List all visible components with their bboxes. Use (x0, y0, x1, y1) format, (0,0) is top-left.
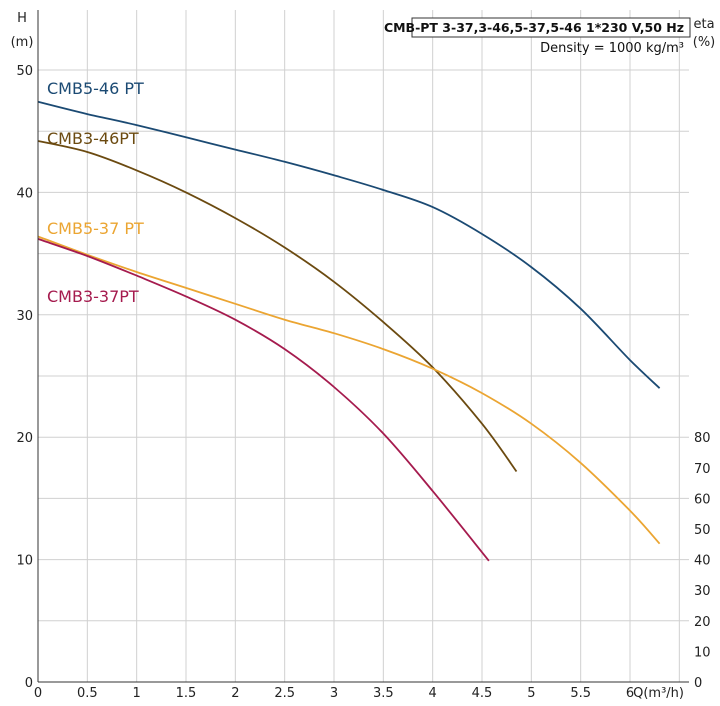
right-tick-label: 30 (694, 584, 711, 599)
grid (38, 10, 689, 682)
y-tick-label: 10 (16, 554, 33, 569)
title-box (411, 17, 691, 38)
right-tick-label: 20 (694, 615, 711, 630)
y-axis-unit: (m) (11, 35, 34, 50)
right-tick-label: 60 (694, 492, 711, 507)
x-tick-label: 1.5 (176, 686, 197, 701)
right-tick-label: 70 (694, 462, 711, 477)
right-tick-label: 80 (694, 431, 711, 446)
series-line (37, 140, 518, 473)
x-tick-label: 2.5 (274, 686, 295, 701)
x-tick-label: 5.5 (570, 686, 591, 701)
x-tick-label: 4 (429, 686, 437, 701)
y-tick-label: 0 (25, 676, 33, 691)
right-axis-ticks: 0 10 20 30 40 50 60 70 80 (694, 431, 711, 691)
x-tick-label: 1 (133, 686, 141, 701)
y-tick-label: 20 (16, 431, 33, 446)
x-axis-ticks: 0 0.5 1 1.5 2 2.5 3 3.5 4 4.5 5 5.5 6 (34, 686, 634, 701)
x-tick-label: 5 (527, 686, 535, 701)
right-tick-label: 0 (694, 676, 702, 691)
x-tick-label: 3 (330, 686, 338, 701)
curves (37, 100, 661, 562)
right-axis-unit: (%) (693, 35, 716, 50)
chart-title: CMB-PT 3-37,3-46,5-37,5-46 1*230 V,50 Hz (384, 20, 684, 35)
y-tick-label: 40 (16, 186, 33, 201)
series-line (37, 100, 661, 389)
y-tick-label: 30 (16, 309, 33, 324)
x-tick-label: 3.5 (373, 686, 394, 701)
x-axis-label: Q(m³/h) (633, 686, 684, 701)
right-tick-label: 10 (694, 645, 711, 660)
right-tick-label: 50 (694, 523, 711, 538)
right-axis-label: eta (693, 17, 714, 32)
x-tick-label: 0 (34, 686, 42, 701)
density-note: Density = 1000 kg/m³ (540, 41, 684, 56)
series-label: CMB5-46 PT (47, 79, 144, 98)
x-tick-label: 0.5 (77, 686, 98, 701)
series-line (37, 238, 490, 562)
y-axis-ticks: 0 10 20 30 40 50 (16, 64, 33, 691)
x-tick-label: 2 (231, 686, 239, 701)
x-tick-label: 4.5 (472, 686, 493, 701)
series-line (37, 235, 661, 545)
series-label: CMB3-37PT (47, 287, 139, 306)
series-label: CMB5-37 PT (47, 219, 144, 238)
x-tick-label: 6 (626, 686, 634, 701)
series-labels: CMB5-46 PT CMB3-46PT CMB5-37 PT CMB3-37PT (47, 79, 144, 306)
y-tick-label: 50 (16, 64, 33, 79)
series-label: CMB3-46PT (47, 129, 139, 148)
right-tick-label: 40 (694, 554, 711, 569)
y-axis-label: H (17, 11, 27, 26)
